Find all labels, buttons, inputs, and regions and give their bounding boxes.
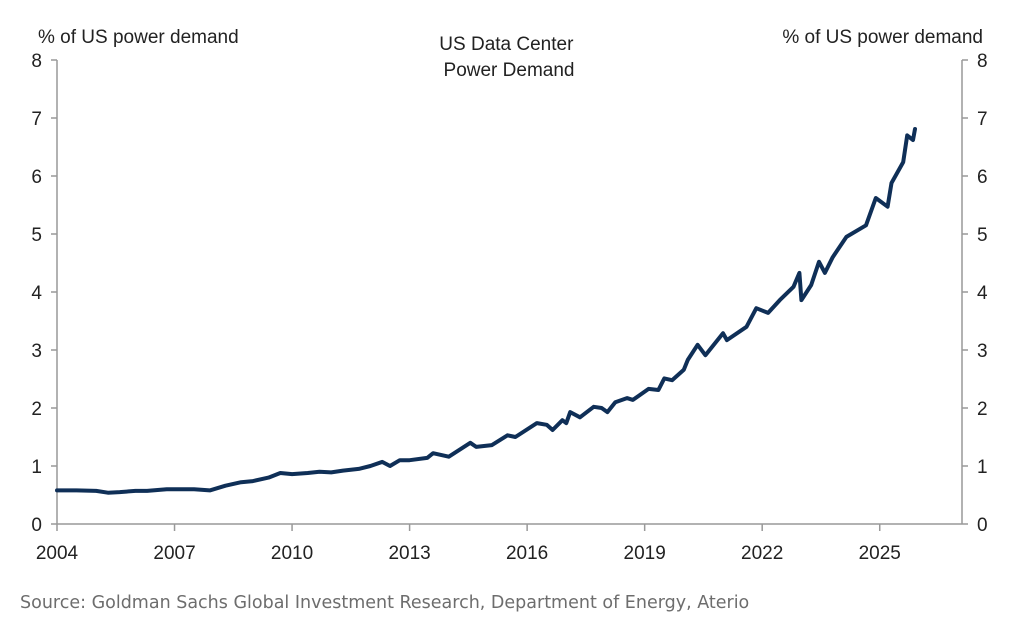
right-y-tick-label: 1 [977, 457, 988, 478]
left-axis-label: % of US power demand [38, 27, 239, 48]
x-tick-label: 2004 [36, 543, 79, 564]
right-y-tick-label: 3 [977, 341, 988, 362]
x-tick-label: 2016 [506, 543, 548, 564]
right-axis-label: % of US power demand [782, 27, 983, 48]
x-tick-label: 2010 [271, 543, 313, 564]
x-tick-label: 2013 [388, 543, 430, 564]
left-y-tick-label: 8 [31, 51, 42, 72]
right-y-tick-label: 5 [977, 225, 988, 246]
series-line [55, 127, 917, 495]
x-tick-label: 2025 [859, 543, 901, 564]
right-y-tick-label: 2 [977, 399, 988, 420]
left-y-tick-label: 2 [31, 399, 42, 420]
right-y-tick-label: 8 [977, 51, 988, 72]
left-y-tick-label: 3 [31, 341, 42, 362]
right-y-tick-label: 0 [977, 515, 988, 536]
x-tick-label: 2022 [741, 543, 783, 564]
left-y-tick-label: 4 [31, 283, 42, 304]
x-tick-label: 2019 [624, 543, 666, 564]
right-y-tick-label: 4 [977, 283, 988, 304]
left-y-tick-label: 7 [31, 109, 42, 130]
left-y-tick-label: 1 [31, 457, 42, 478]
right-y-tick-label: 6 [977, 167, 988, 188]
source-note: Source: Goldman Sachs Global Investment … [20, 593, 750, 613]
chart-title-line-1: US Data Center [439, 34, 574, 55]
right-y-tick-label: 7 [977, 109, 988, 130]
x-tick-label: 2007 [153, 543, 195, 564]
chart-title-line-2: Power Demand [444, 60, 575, 81]
left-y-tick-label: 5 [31, 225, 42, 246]
left-y-tick-label: 0 [31, 515, 42, 536]
chart-title: US Data Center Power Demand [439, 34, 578, 81]
left-y-tick-label: 6 [31, 167, 42, 188]
